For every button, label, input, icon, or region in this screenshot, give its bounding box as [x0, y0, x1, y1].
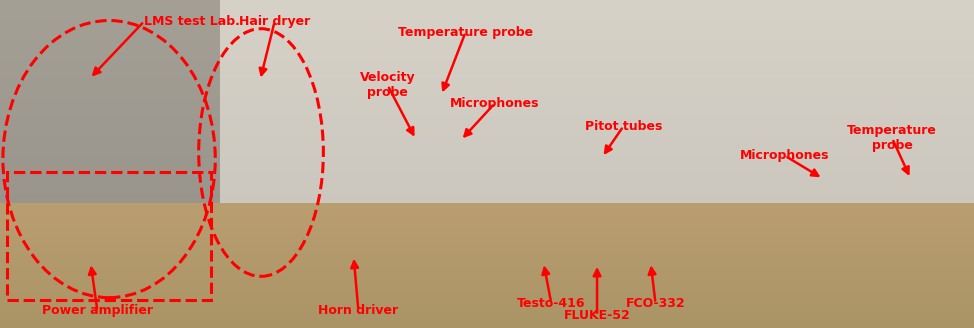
- Text: FLUKE-52: FLUKE-52: [564, 309, 630, 322]
- Text: Velocity
probe: Velocity probe: [359, 71, 416, 99]
- Text: FCO-332: FCO-332: [625, 297, 686, 310]
- Text: Microphones: Microphones: [740, 149, 830, 162]
- Text: Temperature
probe: Temperature probe: [847, 124, 937, 153]
- Text: LMS test Lab.: LMS test Lab.: [144, 15, 240, 28]
- Text: Power amplifier: Power amplifier: [42, 304, 153, 318]
- Text: Pitot tubes: Pitot tubes: [584, 120, 662, 133]
- Text: Hair dryer: Hair dryer: [239, 15, 311, 28]
- Text: Temperature probe: Temperature probe: [398, 26, 533, 39]
- Bar: [7, 172, 211, 300]
- Text: Horn driver: Horn driver: [318, 304, 398, 318]
- Text: Microphones: Microphones: [450, 97, 540, 110]
- Text: Testo-416: Testo-416: [517, 297, 585, 310]
